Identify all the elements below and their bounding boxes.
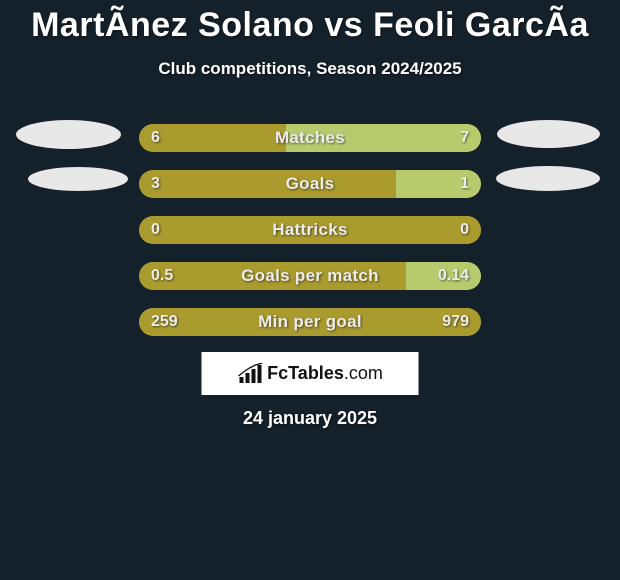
bar-label: Goals (139, 174, 481, 194)
stat-bar: Matches6 7 (139, 124, 481, 152)
bar-left-value: 6 (151, 129, 160, 147)
fctables-logo: FcTables.com (202, 352, 419, 395)
bar-right-value: 7 (460, 129, 469, 147)
bar-left-value: 0 (151, 221, 160, 239)
bar-right-value: 0 (460, 221, 469, 239)
page-subtitle: Club competitions, Season 2024/2025 (0, 59, 620, 79)
bar-right-value: 0.14 (438, 267, 469, 285)
as-of-date: 24 january 2025 (0, 408, 620, 429)
bar-left-value: 0.5 (151, 267, 173, 285)
stat-bar: Goals3 1 (139, 170, 481, 198)
bar-left-value: 3 (151, 175, 160, 193)
bar-chart-icon (237, 363, 263, 385)
logo-text: FcTables.com (267, 363, 383, 384)
bar-left-value: 259 (151, 313, 178, 331)
comparison-bars: Matches6 7 Goals3 1 Hattricks0 0 Goals per mat… (139, 124, 481, 336)
comparison-infographic: MartÃ­nez Solano vs Feoli GarcÃ­a Club c… (0, 0, 620, 580)
stat-bar: Goals per match0.5 0.14 (139, 262, 481, 290)
bar-right-value: 1 (460, 175, 469, 193)
stat-bar: Hattricks0 0 (139, 216, 481, 244)
bar-label: Hattricks (139, 220, 481, 240)
logo-text-bold: FcTables (267, 363, 344, 383)
bar-label: Goals per match (139, 266, 481, 286)
bar-right-value: 979 (442, 313, 469, 331)
avatar-left (8, 120, 128, 191)
stat-bar: Min per goal259 979 (139, 308, 481, 336)
avatar-right (496, 120, 600, 191)
page-title: MartÃ­nez Solano vs Feoli GarcÃ­a (0, 0, 620, 45)
team-ellipse-icon (496, 166, 600, 191)
player-ellipse-icon (16, 120, 121, 149)
bar-label: Min per goal (139, 312, 481, 332)
team-ellipse-icon (28, 167, 128, 191)
player-ellipse-icon (497, 120, 600, 148)
bar-label: Matches (139, 128, 481, 148)
logo-text-thin: .com (344, 363, 383, 383)
